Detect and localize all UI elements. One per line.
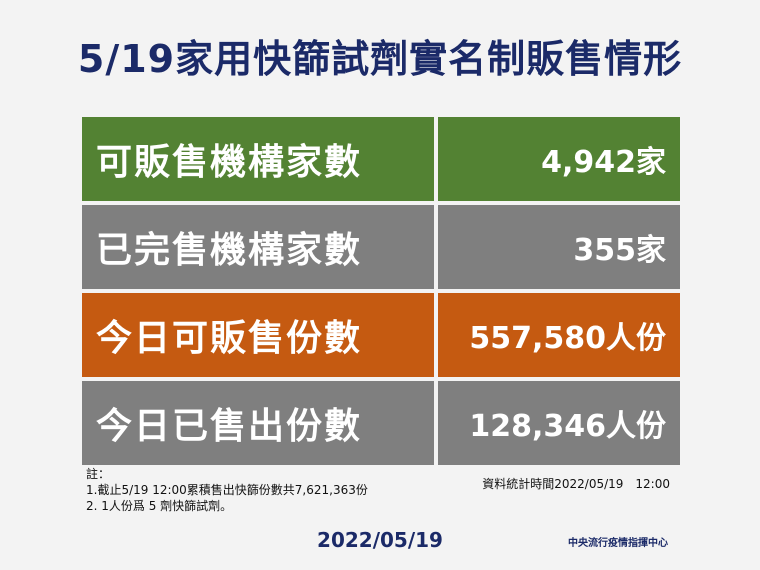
- stats-row-sold-today: 今日已售出份數 128,346人份: [82, 381, 680, 465]
- stats-label: 已完售機構家數: [82, 205, 434, 289]
- footnote-heading: 註：: [86, 467, 111, 481]
- stats-value: 128,346人份: [438, 381, 680, 465]
- stats-row-soldout-institutions: 已完售機構家數 355家: [82, 205, 680, 289]
- footnote: 註： 1.截止5/19 12:00累積售出快篩份數共7,621,363份 2. …: [86, 466, 368, 514]
- stats-row-available-institutions: 可販售機構家數 4,942家: [82, 117, 680, 201]
- page-title: 5/19家用快篩試劑實名制販售情形: [77, 37, 683, 81]
- stats-table: 可販售機構家數 4,942家 已完售機構家數 355家 今日可販售份數 557,…: [82, 117, 680, 469]
- agency-name: 中央流行疫情指揮中心: [568, 538, 668, 549]
- stats-value: 557,580人份: [438, 293, 680, 377]
- publish-date: 2022/05/19: [317, 528, 443, 552]
- footnote-line-1: 1.截止5/19 12:00累積售出快篩份數共7,621,363份: [86, 483, 368, 497]
- stats-label: 可販售機構家數: [82, 117, 434, 201]
- stats-value: 355家: [438, 205, 680, 289]
- stats-label: 今日可販售份數: [82, 293, 434, 377]
- stats-value: 4,942家: [438, 117, 680, 201]
- stats-label: 今日已售出份數: [82, 381, 434, 465]
- stats-row-available-today: 今日可販售份數 557,580人份: [82, 293, 680, 377]
- data-source-time: 資料統計時間2022/05/19 12:00: [482, 477, 670, 491]
- footnote-line-2: 2. 1人份爲 5 劑快篩試劑。: [86, 499, 233, 513]
